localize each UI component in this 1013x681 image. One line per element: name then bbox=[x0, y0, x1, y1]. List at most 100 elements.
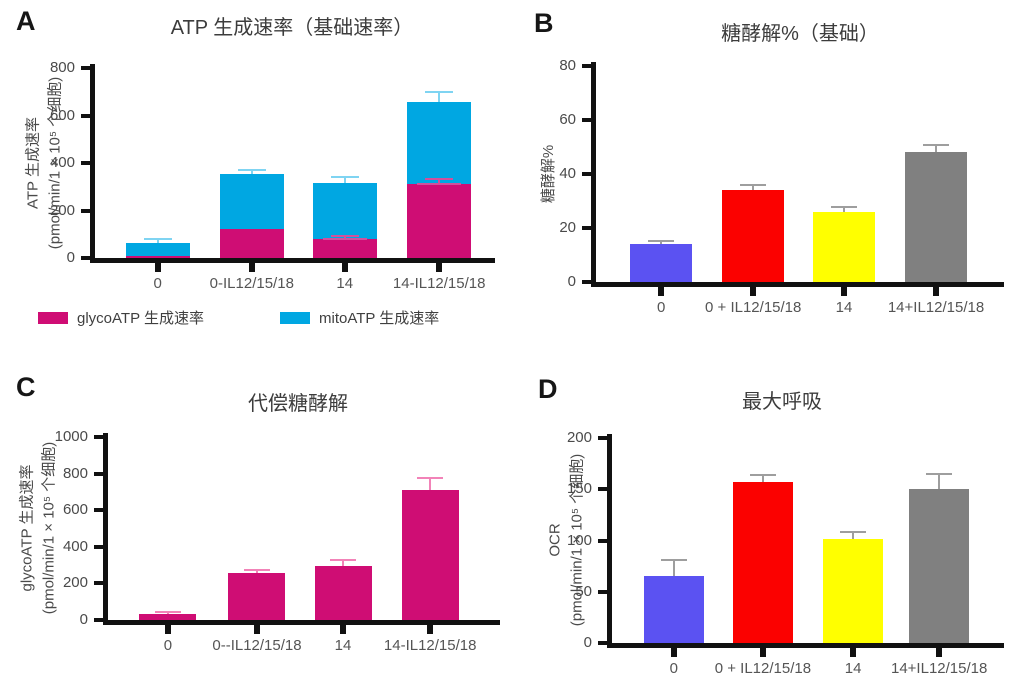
legend-label-mito: mitoATP 生成速率 bbox=[319, 310, 440, 327]
bar-segment-mito bbox=[312, 183, 377, 240]
y-tick bbox=[94, 544, 103, 549]
x-tick bbox=[841, 287, 847, 296]
bar bbox=[643, 576, 704, 643]
chart-title-c: 代偿糖酵解 bbox=[248, 393, 348, 415]
x-category-label: 0 bbox=[163, 637, 173, 654]
bar bbox=[813, 211, 875, 282]
x-tick bbox=[670, 648, 677, 657]
bar bbox=[732, 482, 793, 643]
y-tick-label: 100 bbox=[566, 531, 592, 549]
bar bbox=[722, 190, 785, 282]
error-bar-cap bbox=[154, 610, 181, 613]
y-tick-label: 600 bbox=[62, 501, 88, 519]
error-bar-cap bbox=[660, 559, 687, 561]
y-tick bbox=[81, 208, 90, 213]
x-tick bbox=[340, 625, 346, 634]
x-tick bbox=[936, 648, 943, 657]
plot-area-b: 0 20 40 60 80 0 0 + IL12/15/18 14 14+IL12/15/18 bbox=[559, 57, 1004, 316]
y-tick-label: 40 bbox=[559, 165, 576, 182]
error-bar-cap bbox=[330, 234, 359, 237]
bar bbox=[228, 573, 286, 620]
x-axis-line bbox=[591, 282, 1004, 287]
y-tick-label: 0 bbox=[567, 273, 576, 290]
panel-letter-d: D bbox=[538, 374, 558, 404]
error-bar-stem bbox=[938, 474, 941, 494]
x-category-label: 14 bbox=[334, 637, 352, 654]
x-tick bbox=[154, 263, 161, 272]
y-tick-label: 600 bbox=[49, 106, 75, 124]
error-bar-cap bbox=[749, 473, 776, 476]
x-category-label: 0 + IL12/15/18 bbox=[714, 660, 812, 677]
y-tick bbox=[81, 161, 90, 165]
error-bar-stem bbox=[672, 561, 675, 581]
x-tick bbox=[427, 625, 434, 634]
x-category-label: 0-IL12/15/18 bbox=[209, 275, 294, 292]
plot-area-c: 0 200 400 600 800 1000 0 0--IL12/15/18 14 14-IL12… bbox=[55, 428, 500, 654]
error-bar-base bbox=[322, 238, 367, 241]
bar bbox=[905, 152, 967, 282]
x-category-label: 14 bbox=[336, 275, 354, 292]
error-bar-cap bbox=[840, 531, 867, 534]
plot-area-a: 0 200 400 600 800 0 0-IL12/15/18 14 14-IL12/15/1… bbox=[50, 59, 495, 292]
x-tick bbox=[750, 287, 757, 296]
y-axis-label-line1: glycoATP 生成速率 bbox=[18, 464, 36, 592]
error-bar-stem bbox=[429, 478, 432, 495]
error-bar-cap bbox=[237, 169, 266, 172]
error-bar-cap bbox=[425, 90, 454, 93]
bar bbox=[909, 489, 970, 643]
error-bar-stem bbox=[935, 145, 937, 157]
error-bar-stem bbox=[343, 178, 346, 184]
error-bar-cap bbox=[330, 559, 356, 562]
x-category-label: 14+IL12/15/18 bbox=[887, 299, 985, 316]
y-tick-label: 400 bbox=[49, 154, 75, 171]
error-bar-base bbox=[417, 183, 462, 186]
panel-letter-a: A bbox=[16, 6, 36, 36]
error-bar-stem bbox=[843, 207, 845, 216]
y-tick bbox=[81, 66, 90, 70]
chart-title-b: 糖酵解%（基础） bbox=[721, 23, 879, 45]
error-bar-cap bbox=[425, 178, 454, 181]
error-bar-stem bbox=[438, 180, 441, 185]
x-category-label: 14 bbox=[835, 299, 853, 316]
x-axis-line bbox=[607, 643, 1004, 648]
y-tick-label: 20 bbox=[559, 219, 576, 236]
y-tick bbox=[598, 641, 607, 645]
x-category-label: 14 bbox=[844, 660, 862, 677]
x-category-label: 0 bbox=[657, 299, 666, 316]
error-bar-stem bbox=[156, 240, 159, 243]
chart-title-a: ATP 生成速率（基础速率） bbox=[170, 17, 414, 39]
error-bar-cap bbox=[417, 476, 444, 479]
x-axis-line bbox=[90, 258, 495, 263]
y-tick-label: 400 bbox=[62, 537, 88, 555]
error-bar-stem bbox=[752, 186, 755, 195]
y-tick bbox=[598, 538, 607, 543]
y-tick-label: 0 bbox=[79, 611, 88, 628]
y-axis-line bbox=[591, 62, 596, 287]
y-tick bbox=[81, 256, 90, 260]
y-tick bbox=[94, 435, 103, 439]
y-tick-label: 60 bbox=[559, 111, 576, 128]
x-tick bbox=[253, 625, 260, 634]
y-tick-label: 150 bbox=[566, 480, 592, 498]
x-category-label: 0 bbox=[153, 275, 162, 292]
x-tick bbox=[658, 287, 665, 296]
panel-letter-c: C bbox=[16, 372, 36, 402]
error-bar-stem bbox=[342, 561, 344, 570]
bar-segment-glyco bbox=[125, 256, 190, 258]
x-axis-line bbox=[103, 620, 500, 625]
y-axis-line bbox=[607, 434, 612, 648]
y-tick-label: 200 bbox=[62, 574, 88, 592]
bar bbox=[314, 566, 372, 620]
bar-segment-mito bbox=[407, 102, 472, 185]
y-tick-label: 50 bbox=[575, 582, 592, 600]
y-tick-label: 0 bbox=[583, 634, 592, 651]
y-tick-label: 200 bbox=[49, 201, 75, 219]
y-tick-label: 1000 bbox=[54, 428, 88, 445]
error-bar-cap bbox=[243, 569, 270, 572]
x-tick bbox=[933, 287, 939, 296]
y-tick bbox=[582, 172, 591, 176]
y-tick bbox=[94, 471, 103, 476]
error-bar-stem bbox=[852, 533, 855, 544]
y-tick bbox=[94, 508, 103, 513]
y-axis-line bbox=[90, 64, 95, 263]
